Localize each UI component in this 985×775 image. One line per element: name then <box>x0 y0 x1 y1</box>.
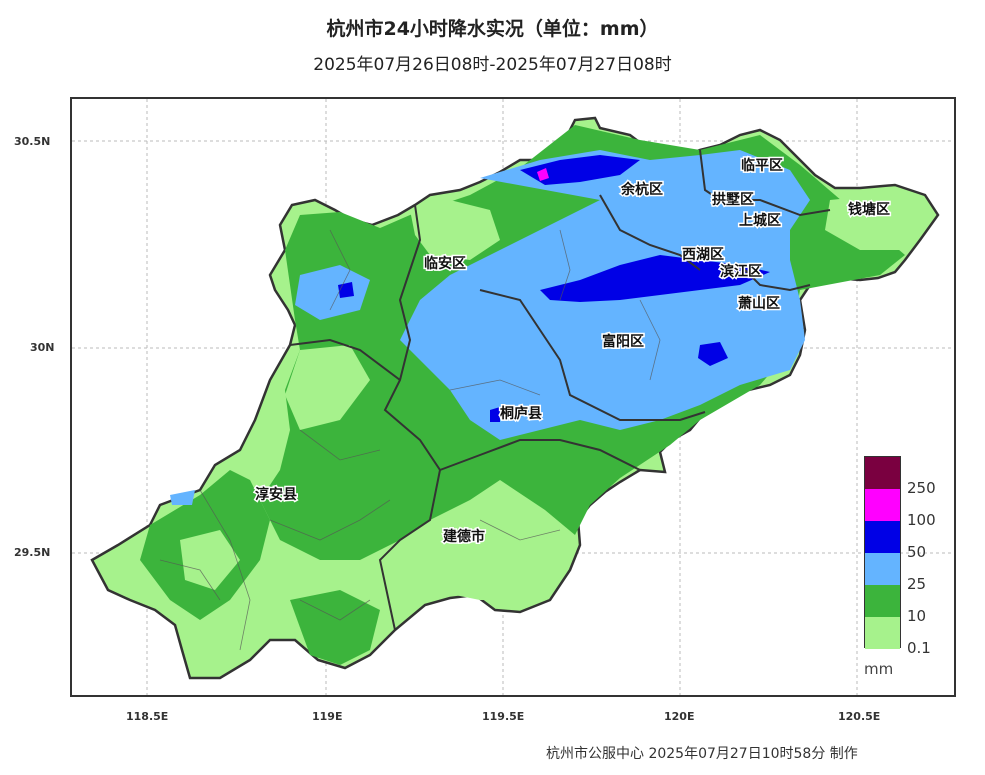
legend-label-0.1: 0.1 <box>907 639 931 657</box>
district-labels: 临平区 余杭区 拱墅区 上城区 钱塘区 西湖区 滨江区 临安区 萧山区 富阳区 … <box>254 156 892 547</box>
credit-line: 杭州市公服中心 2025年07月27日10时58分 制作 <box>546 746 858 762</box>
district-label-linping: 临平区 <box>741 157 783 174</box>
district-label-gongshu: 拱墅区 <box>712 191 754 208</box>
district-label-binjiang: 滨江区 <box>720 263 762 280</box>
y-tick-29.5n: 29.5N <box>14 546 51 559</box>
x-tick-118.5e: 118.5E <box>126 710 169 723</box>
district-label-linan: 临安区 <box>424 255 466 272</box>
district-label-shangcheng: 上城区 <box>739 212 781 229</box>
legend-swatch-50 <box>865 521 900 553</box>
legend-label-250: 250 <box>907 479 936 497</box>
legend-swatch-25 <box>865 553 900 585</box>
x-tick-119.5e: 119.5E <box>482 710 525 723</box>
district-label-fuyang: 富阳区 <box>602 333 644 350</box>
legend-swatch-0.1 <box>865 617 900 649</box>
y-tick-30.5n: 30.5N <box>14 135 51 148</box>
x-tick-120e: 120E <box>664 710 695 723</box>
legend-unit: mm <box>864 660 894 678</box>
legend-swatch-100 <box>865 489 900 521</box>
y-tick-30n: 30N <box>30 341 55 354</box>
legend-label-10: 10 <box>907 607 927 625</box>
x-tick-119e: 119E <box>312 710 343 723</box>
district-label-qiantang: 钱塘区 <box>848 201 890 218</box>
district-label-xihu: 西湖区 <box>682 247 724 263</box>
legend-label-100: 100 <box>907 511 936 529</box>
township-boundaries <box>159 229 661 651</box>
rain-100mm-area <box>537 168 549 181</box>
district-label-chunan: 淳安县 <box>255 486 297 503</box>
legend-label-25: 25 <box>907 575 927 593</box>
legend-swatch-250plus <box>865 457 900 489</box>
district-label-jiande: 建德市 <box>443 528 485 545</box>
district-label-xiaoshan: 萧山区 <box>738 295 780 312</box>
legend-label-50: 50 <box>907 543 927 561</box>
district-label-tonglu: 桐庐县 <box>500 405 542 422</box>
x-tick-120.5e: 120.5E <box>838 710 881 723</box>
district-boundaries <box>289 149 831 631</box>
rain-50mm-areas <box>338 155 770 422</box>
precipitation-legend <box>864 456 901 649</box>
map-subtitle: 2025年07月26日08时-2025年07月27日08时 <box>313 55 672 75</box>
rain-0.1mm-areas <box>180 195 920 600</box>
district-label-yuhang: 余杭区 <box>620 181 663 198</box>
legend-swatch-10 <box>865 585 900 617</box>
map-title: 杭州市24小时降水实况（单位：mm） <box>326 18 659 40</box>
